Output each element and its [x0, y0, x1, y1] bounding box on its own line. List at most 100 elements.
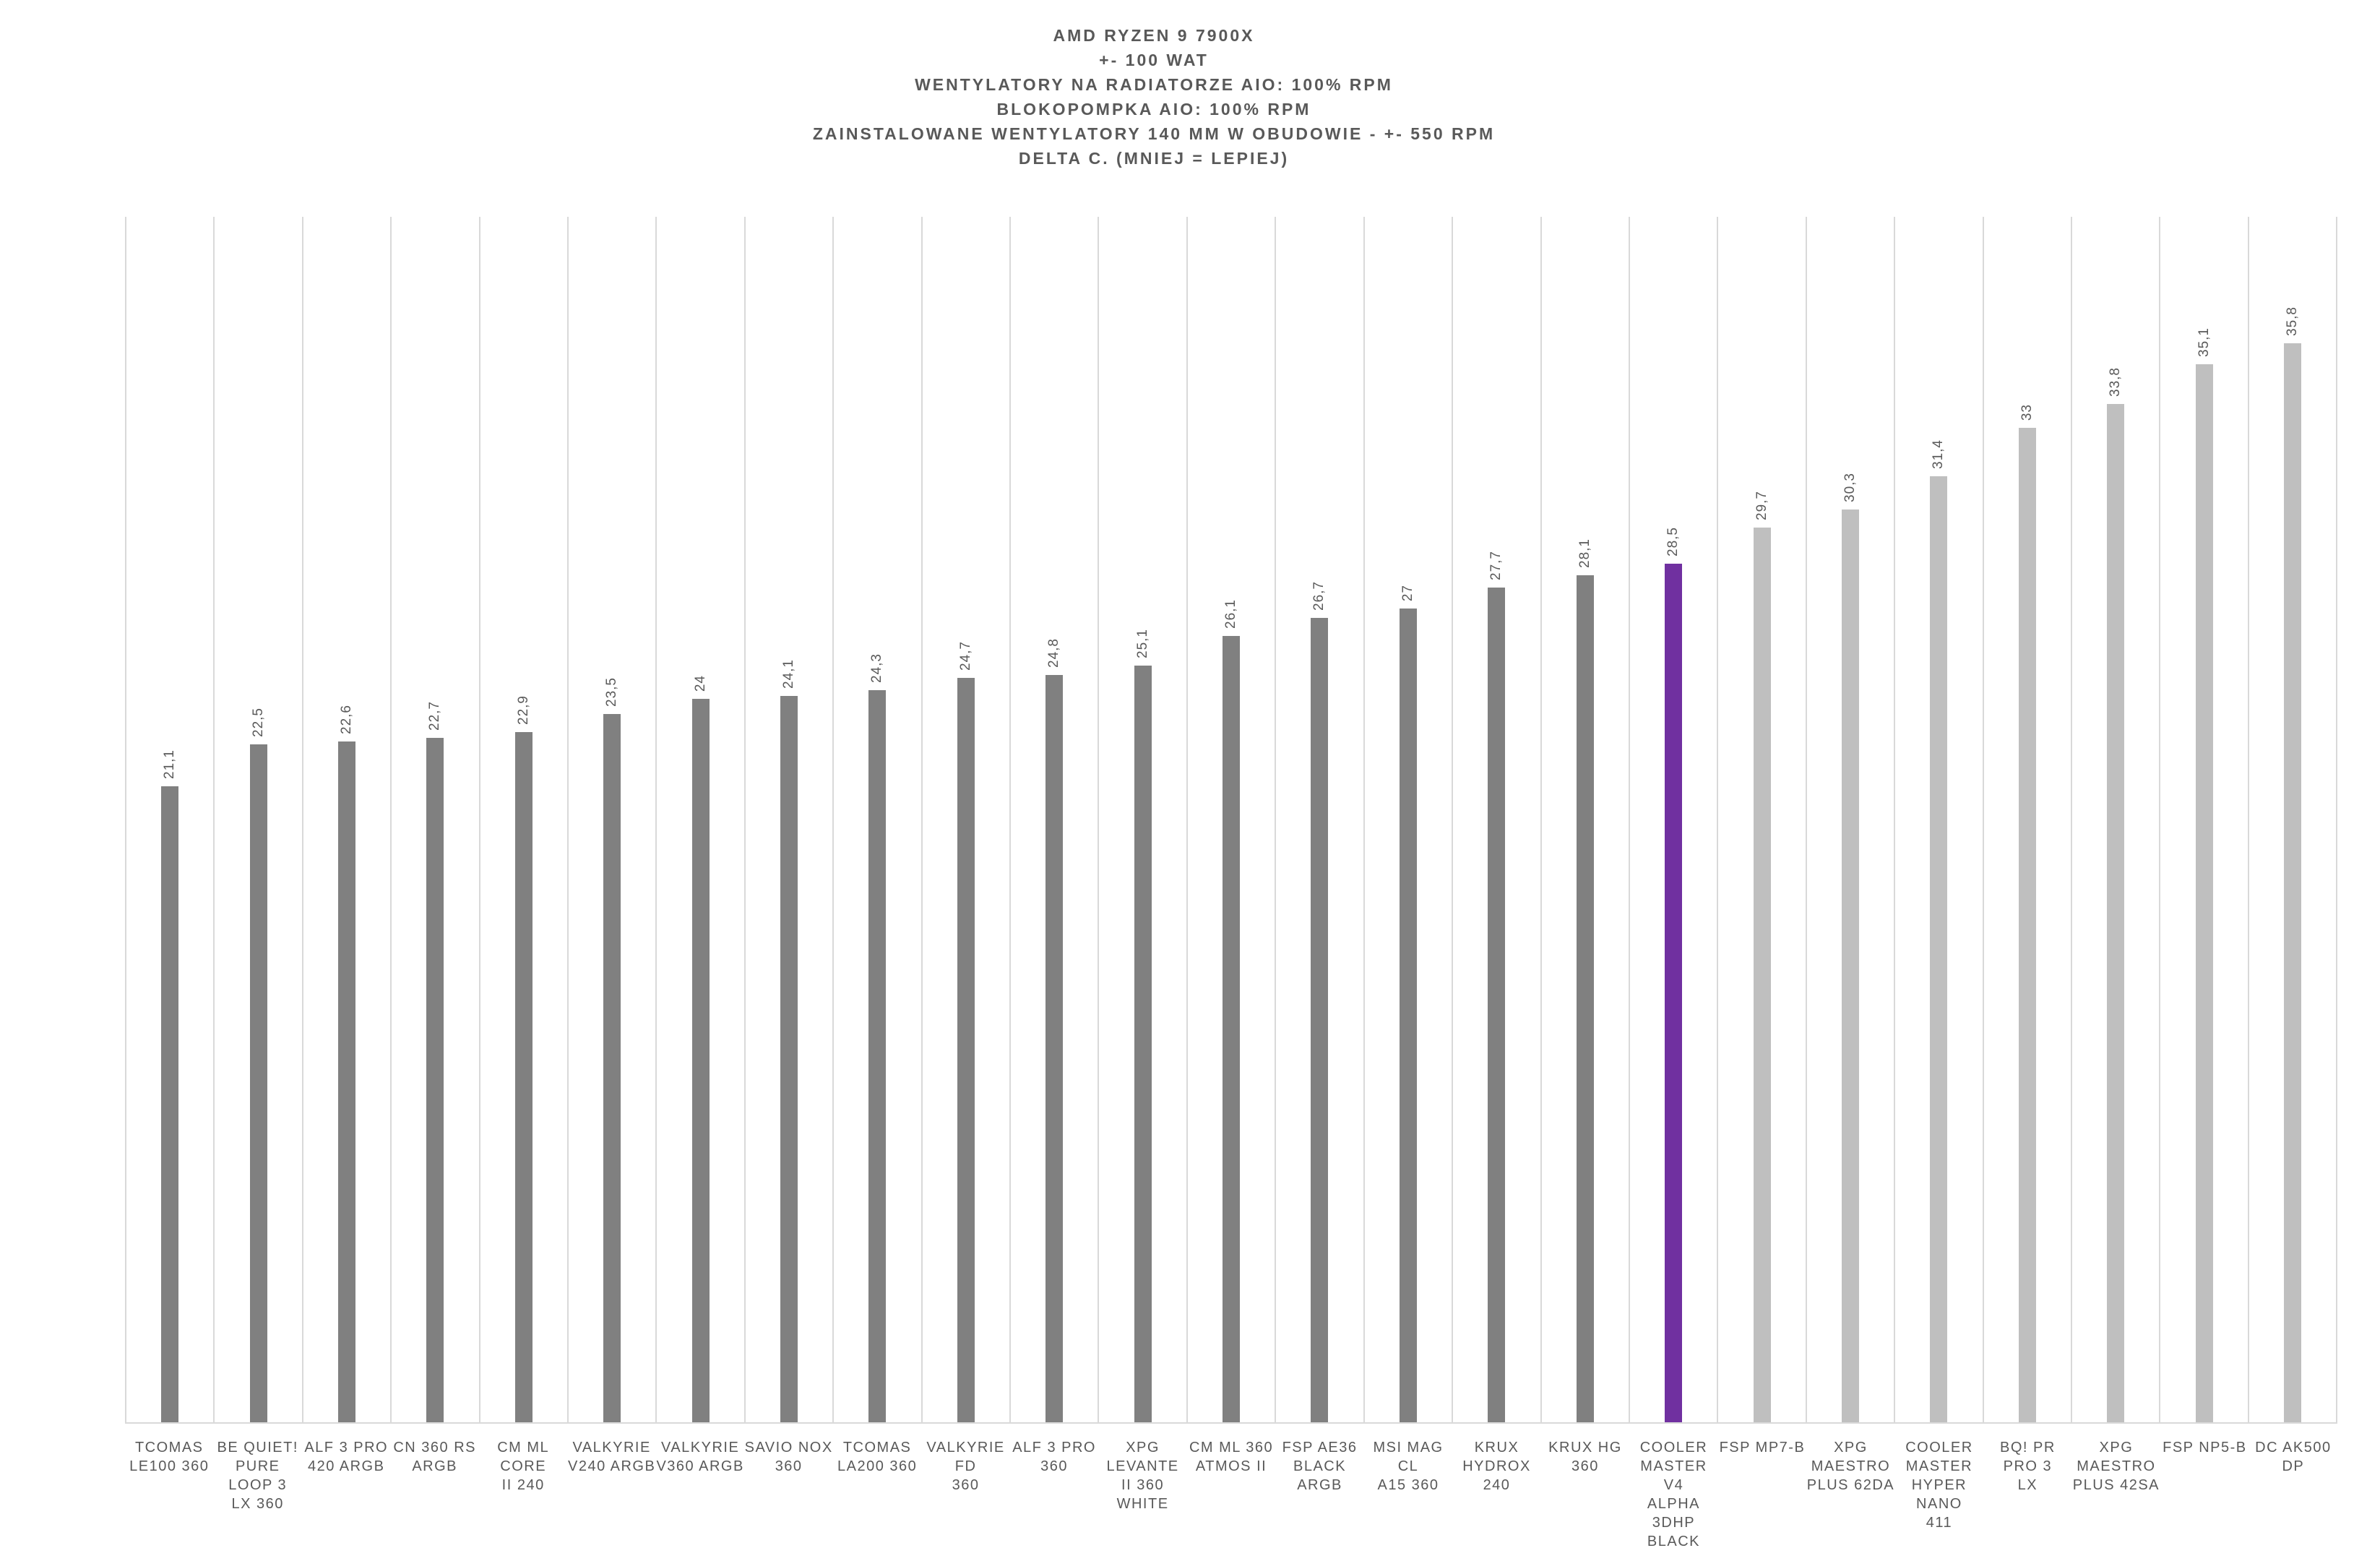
bar — [338, 741, 356, 1422]
bar — [1488, 587, 1506, 1422]
bar — [2195, 364, 2213, 1422]
bar — [1576, 575, 1594, 1422]
category-label: ALF 3 PRO 360 — [1012, 1440, 1096, 1474]
chart-column: 30,3 — [1805, 217, 1894, 1422]
value-label: 26,1 — [1223, 598, 1239, 629]
chart-column: 22,6 — [301, 217, 390, 1422]
value-label: 35,8 — [2284, 306, 2300, 337]
bar — [249, 744, 267, 1422]
bar — [2283, 343, 2301, 1422]
chart-column: 28,1 — [1540, 217, 1629, 1422]
bar — [1134, 666, 1152, 1422]
chart-column: 31,4 — [1894, 217, 1982, 1422]
bar — [426, 738, 444, 1422]
category-label: FSP MP7-B — [1719, 1440, 1806, 1455]
chart-column: 21,1 — [125, 217, 213, 1422]
value-label: 24 — [692, 675, 708, 692]
category-label: CM ML CORE II 240 — [497, 1440, 550, 1493]
chart-column: 24 — [655, 217, 743, 1422]
chart-title-line: +- 100 WAT — [1099, 51, 1209, 69]
bar — [1399, 609, 1417, 1422]
chart-column: 28,5 — [1628, 217, 1717, 1422]
bar — [1045, 674, 1064, 1422]
value-label: 31,4 — [1931, 439, 1946, 469]
chart-column: 24,3 — [832, 217, 920, 1422]
value-label: 21,1 — [162, 749, 178, 780]
chart-column: 33 — [1982, 217, 2071, 1422]
value-label: 33,8 — [2108, 366, 2124, 397]
bar — [514, 732, 533, 1422]
chart-column: 23,5 — [567, 217, 655, 1422]
value-label: 27 — [1400, 584, 1415, 602]
bar — [780, 696, 798, 1422]
value-label: 22,7 — [427, 701, 443, 731]
chart-column: 22,5 — [213, 217, 301, 1422]
value-label: 22,6 — [339, 704, 355, 734]
category-label: FSP NP5-B — [2163, 1440, 2247, 1455]
value-label: 24,7 — [957, 641, 973, 671]
chart-column: 27,7 — [1452, 217, 1540, 1422]
chart-column: 35,1 — [2159, 217, 2247, 1422]
category-label: DC AK500 DP — [2255, 1440, 2332, 1474]
bar — [868, 689, 887, 1422]
chart-title-line: AMD RYZEN 9 7900X — [1053, 26, 1255, 45]
value-label: 28,1 — [1577, 538, 1592, 569]
category-label: KRUX HYDROX 240 — [1462, 1440, 1531, 1493]
category-label: FSP AE36 BLACK ARGB — [1282, 1440, 1358, 1493]
category-label: BQ! PR PRO 3 LX — [2000, 1440, 2056, 1493]
chart-column: 35,8 — [2247, 217, 2338, 1422]
category-label: COOLER MASTER V4 ALPHA 3DHP BLACK — [1639, 1440, 1708, 1548]
bar — [2018, 427, 2036, 1422]
chart-column: 29,7 — [1717, 217, 1805, 1422]
value-label: 24,8 — [1046, 637, 1062, 668]
category-label: ALF 3 PRO 420 ARGB — [304, 1440, 389, 1474]
category-label: VALKYRIE FD 360 — [926, 1440, 1005, 1493]
bar — [603, 714, 621, 1422]
category-label: CM ML 360 ATMOS II — [1189, 1440, 1274, 1474]
category-label: TCOMAS LA200 360 — [837, 1440, 918, 1474]
chart-column: 33,8 — [2070, 217, 2159, 1422]
category-label: XPG MAESTRO PLUS 42SA — [2072, 1440, 2160, 1493]
chart-column: 24,1 — [743, 217, 832, 1422]
value-label: 29,7 — [1754, 490, 1769, 520]
chart-column: 26,1 — [1186, 217, 1275, 1422]
category-label: SAVIO NOX 360 — [744, 1440, 833, 1474]
value-label: 30,3 — [1842, 472, 1858, 502]
plot-area: 21,1 22,5 22,6 22,7 22,9 23,5 24 24,1 24,3 24,7 24… — [125, 217, 2338, 1424]
value-label: 28,5 — [1665, 526, 1681, 556]
chart-title-line: DELTA C. (MNIEJ = LEPIEJ) — [1018, 149, 1290, 168]
category-label: KRUX HG 360 — [1548, 1440, 1622, 1474]
bar — [957, 678, 975, 1422]
chart-title-line: ZAINSTALOWANE WENTYLATORY 140 MM W OBUDO… — [812, 124, 1496, 143]
chart-title: AMD RYZEN 9 7900X +- 100 WAT WENTYLATORY… — [0, 23, 2308, 171]
category-label: MSI MAG CL A15 360 — [1373, 1440, 1444, 1493]
bar — [2107, 403, 2125, 1422]
value-label: 22,5 — [250, 707, 266, 737]
bar — [691, 699, 710, 1422]
chart-column: 27 — [1363, 217, 1452, 1422]
value-label: 35,1 — [2196, 327, 2212, 358]
chart-title-line: WENTYLATORY NA RADIATORZE AIO: 100% RPM — [915, 75, 1393, 94]
chart-title-line: BLOKOPOMPKA AIO: 100% RPM — [996, 100, 1311, 119]
category-label: XPG LEVANTE II 360 WHITE — [1106, 1440, 1179, 1512]
chart-column: 22,9 — [478, 217, 567, 1422]
value-label: 24,1 — [781, 659, 797, 689]
value-label: 24,3 — [869, 653, 885, 683]
category-label: VALKYRIE V360 ARGB — [656, 1440, 744, 1474]
value-label: 27,7 — [1488, 550, 1504, 580]
bar — [1223, 635, 1241, 1422]
category-label: VALKYRIE V240 ARGB — [567, 1440, 656, 1474]
value-label: 25,1 — [1134, 629, 1150, 659]
bar — [1930, 476, 1948, 1422]
category-label: COOLER MASTER HYPER NANO 411 — [1905, 1440, 1973, 1531]
bar — [1841, 509, 1859, 1422]
value-label: 33 — [2019, 403, 2035, 421]
category-label: XPG MAESTRO PLUS 62DA — [1806, 1440, 1895, 1493]
value-label: 23,5 — [604, 677, 620, 708]
category-label: TCOMAS LE100 360 — [129, 1440, 210, 1474]
chart-column: 25,1 — [1098, 217, 1186, 1422]
value-label: 22,9 — [515, 695, 531, 726]
bar — [1311, 617, 1329, 1422]
category-axis: TCOMAS LE100 360 BE QUIET! PURE LOOP 3 LX… — [125, 1434, 2337, 1548]
